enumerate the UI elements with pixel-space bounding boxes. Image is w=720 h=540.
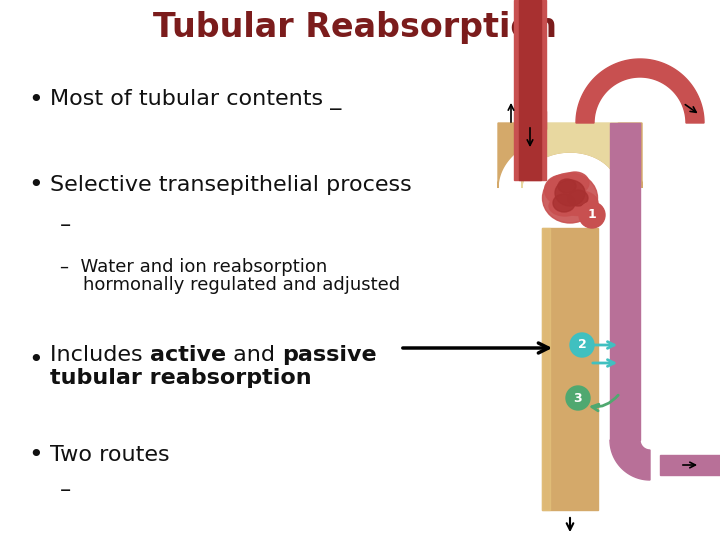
- Text: Tubular Reabsorption: Tubular Reabsorption: [153, 11, 557, 44]
- Polygon shape: [610, 440, 650, 480]
- Polygon shape: [498, 123, 642, 188]
- Text: Two routes: Two routes: [50, 445, 170, 465]
- Ellipse shape: [544, 175, 580, 205]
- Polygon shape: [542, 228, 598, 510]
- Polygon shape: [610, 123, 640, 440]
- Polygon shape: [514, 0, 546, 180]
- Ellipse shape: [558, 191, 598, 215]
- Ellipse shape: [549, 196, 581, 216]
- Ellipse shape: [542, 173, 598, 223]
- Polygon shape: [576, 59, 704, 123]
- Text: passive: passive: [282, 345, 377, 365]
- Text: Includes: Includes: [50, 345, 150, 365]
- Text: •: •: [28, 88, 42, 112]
- Text: Most of tubular contents _: Most of tubular contents _: [50, 90, 341, 111]
- Text: hormonally regulated and adjusted: hormonally regulated and adjusted: [60, 276, 400, 294]
- Text: •: •: [28, 443, 42, 467]
- Text: and: and: [226, 345, 282, 365]
- Polygon shape: [542, 228, 550, 510]
- Text: tubular reabsorption: tubular reabsorption: [50, 368, 312, 388]
- Text: –  Water and ion reabsorption: – Water and ion reabsorption: [60, 258, 328, 276]
- Text: •: •: [28, 173, 42, 197]
- Ellipse shape: [568, 190, 588, 206]
- Text: –: –: [60, 480, 71, 500]
- Ellipse shape: [558, 179, 576, 193]
- Polygon shape: [660, 455, 720, 475]
- Circle shape: [566, 386, 590, 410]
- Circle shape: [579, 202, 605, 228]
- Polygon shape: [517, 111, 546, 129]
- Text: 3: 3: [574, 392, 582, 404]
- Text: 2: 2: [577, 339, 586, 352]
- Text: Selective transepithelial process: Selective transepithelial process: [50, 175, 412, 195]
- Ellipse shape: [555, 180, 585, 206]
- Ellipse shape: [553, 194, 575, 212]
- Ellipse shape: [561, 172, 589, 194]
- Polygon shape: [522, 123, 618, 188]
- Polygon shape: [519, 0, 541, 180]
- Text: •: •: [28, 348, 42, 372]
- Text: –: –: [60, 215, 71, 235]
- Text: 1: 1: [588, 208, 596, 221]
- Circle shape: [570, 333, 594, 357]
- Text: active: active: [150, 345, 226, 365]
